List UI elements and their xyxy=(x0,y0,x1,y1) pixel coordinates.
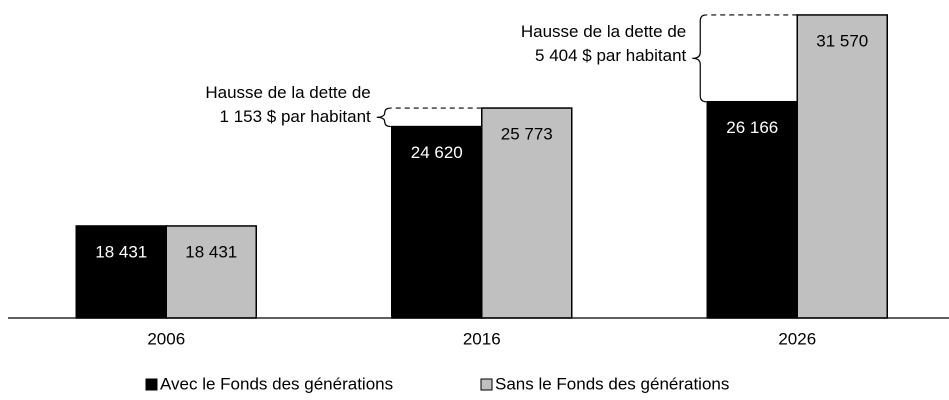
brace xyxy=(692,14,707,103)
annotation: Hausse de la dette de xyxy=(521,22,686,41)
x-tick-label: 2026 xyxy=(778,329,816,348)
x-tick-label: 2016 xyxy=(463,329,501,348)
legend-label: Sans le Fonds des générations xyxy=(495,374,729,393)
bar xyxy=(481,107,573,319)
bar xyxy=(391,125,483,319)
data-label: 18 431 xyxy=(185,242,237,261)
data-label: 25 773 xyxy=(501,125,553,144)
bar xyxy=(706,100,798,319)
annotation: 1 153 $ par habitant xyxy=(220,107,372,126)
legend-swatch xyxy=(145,378,158,391)
data-label: 31 570 xyxy=(816,31,868,50)
data-label: 18 431 xyxy=(95,242,147,261)
x-tick-label: 2006 xyxy=(147,329,185,348)
legend-label: Avec le Fonds des générations xyxy=(160,374,393,393)
annotation: Hausse de la dette de xyxy=(205,83,370,102)
data-label: 26 166 xyxy=(726,118,778,137)
bar xyxy=(796,14,888,319)
legend-swatch xyxy=(480,378,493,391)
bar xyxy=(165,225,257,319)
bar xyxy=(75,225,167,319)
data-label: 24 620 xyxy=(411,143,463,162)
annotation: 5 404 $ par habitant xyxy=(535,46,687,65)
brace xyxy=(376,107,391,128)
